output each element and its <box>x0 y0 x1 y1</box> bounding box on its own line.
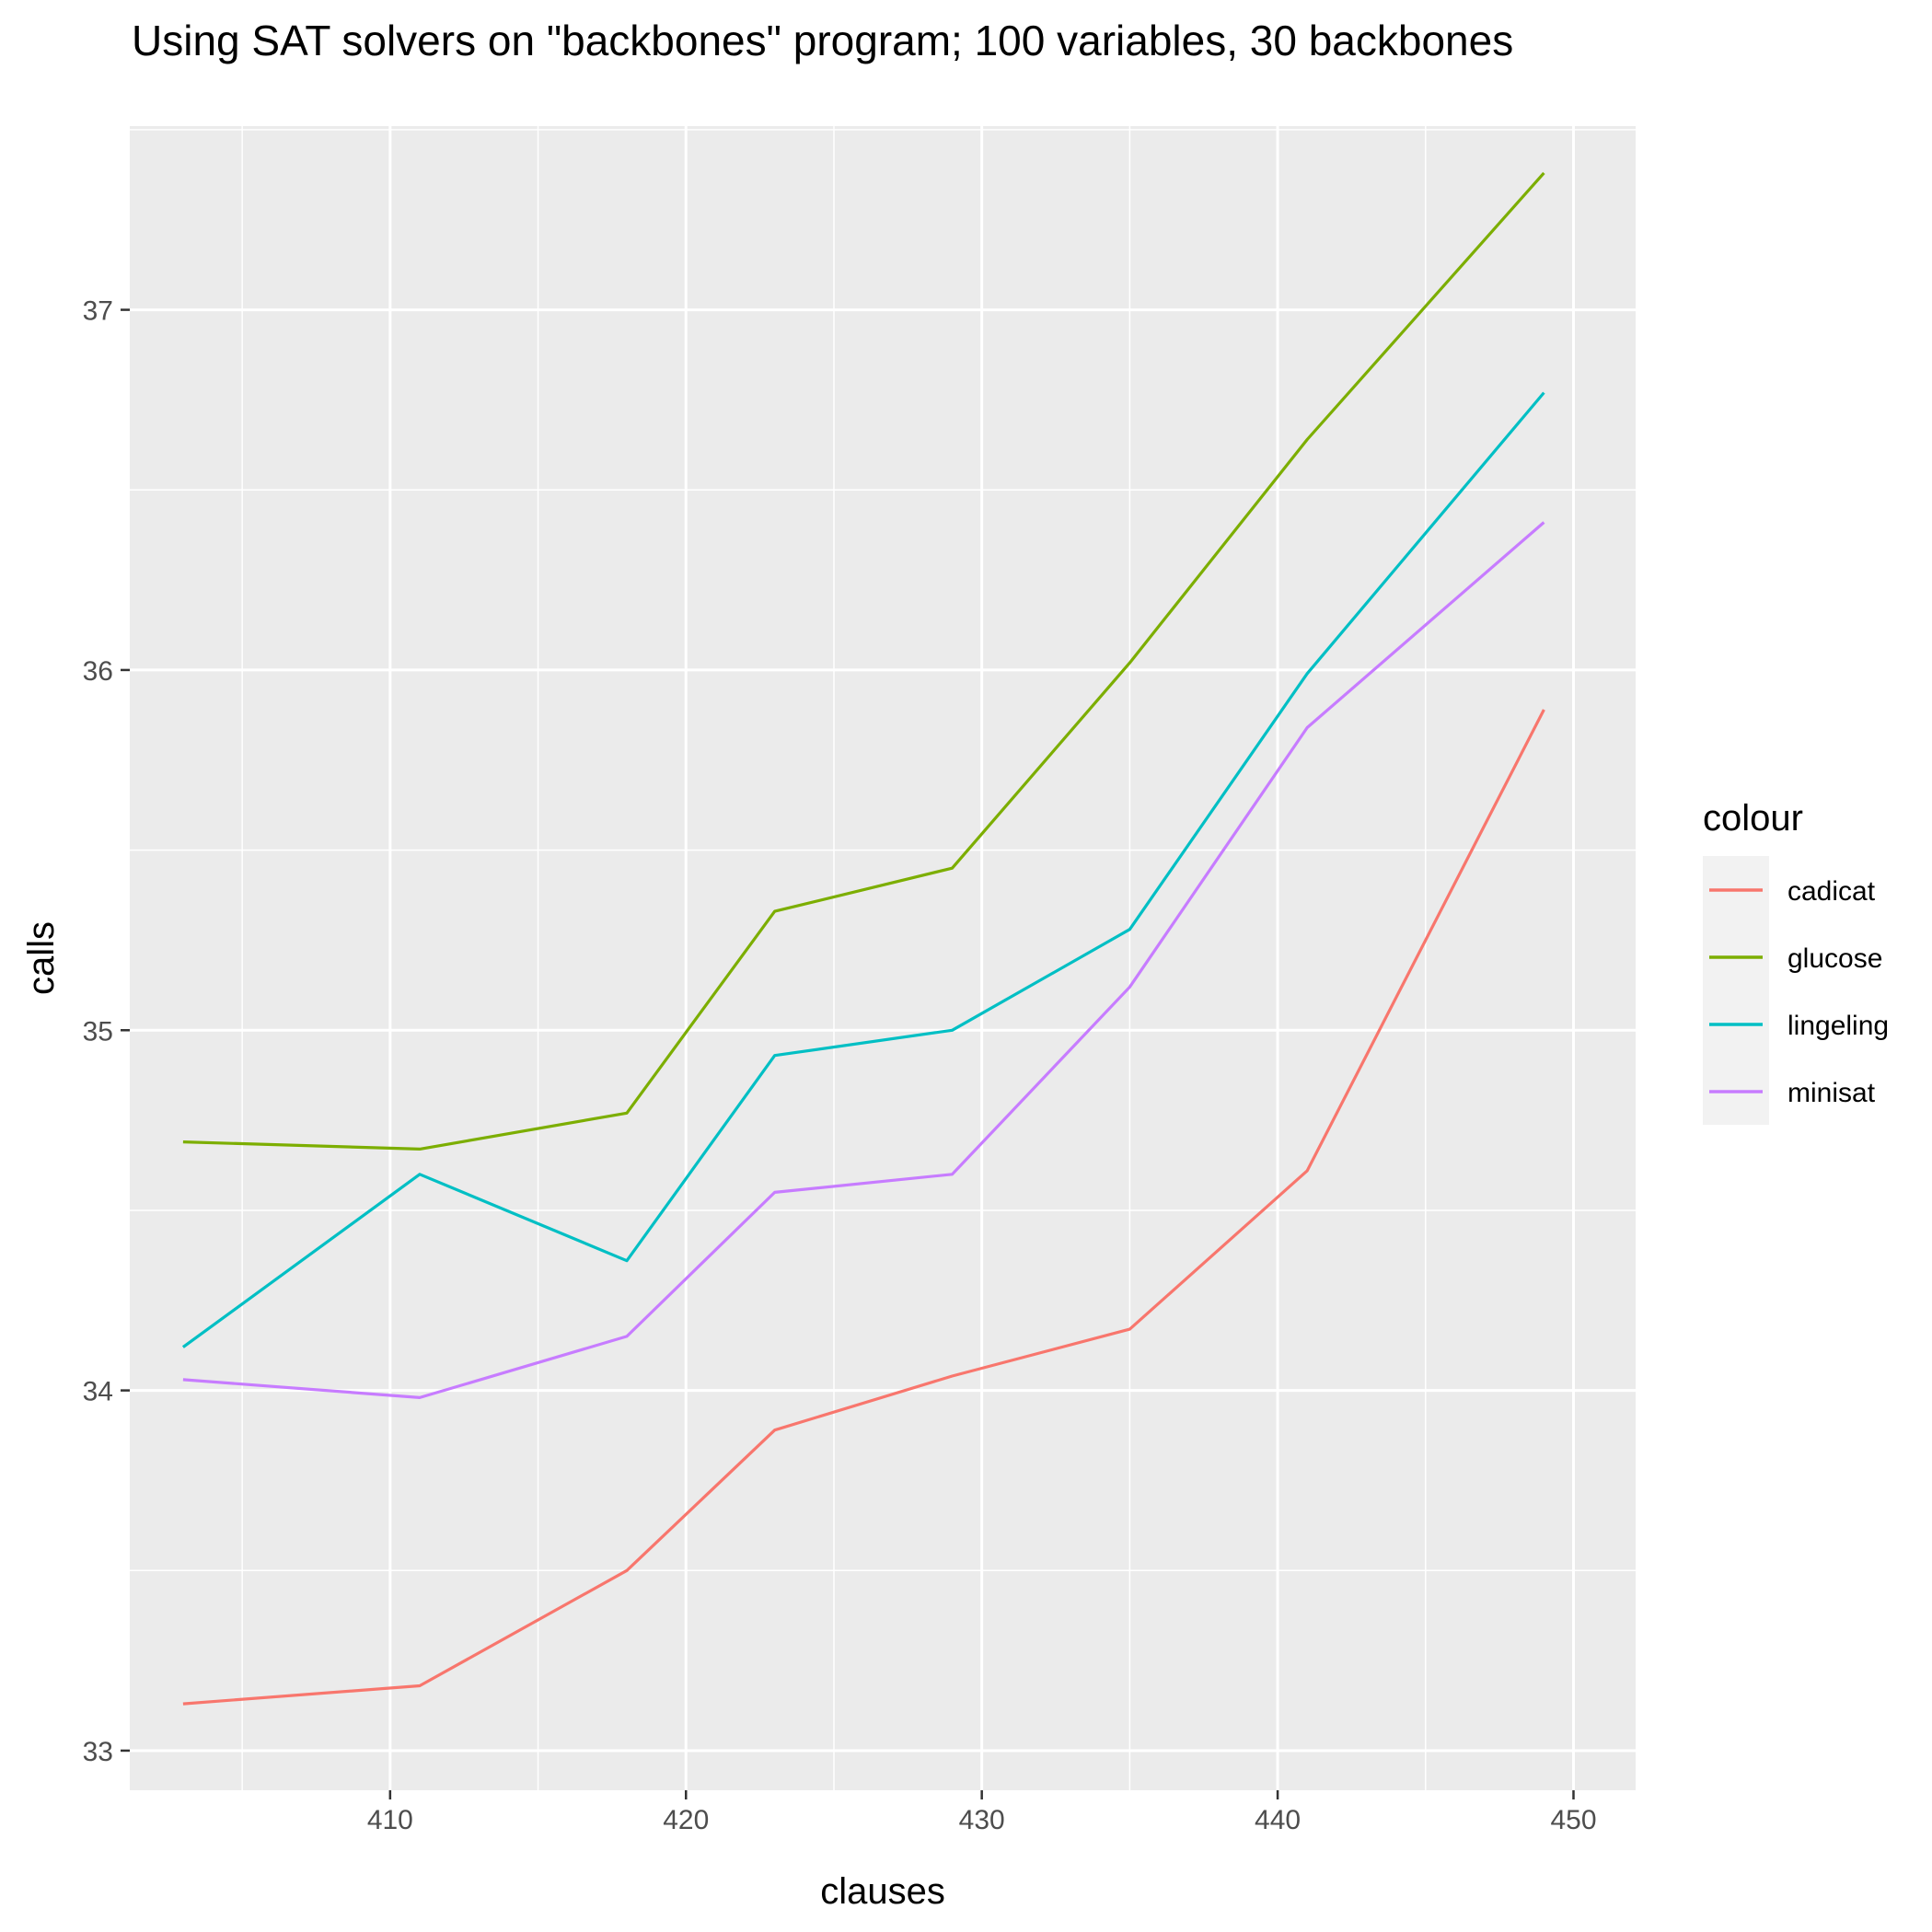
series-line-cadicat <box>182 709 1545 1706</box>
minor-gridlines <box>130 126 1636 1790</box>
legend-label-cadicat: cadicat <box>1787 876 1876 907</box>
y-tick-label: 37 <box>83 296 113 327</box>
chart-title: Using SAT solvers on "backbones" program… <box>132 17 1513 64</box>
x-axis-title: clauses <box>820 1871 945 1912</box>
series-line-minisat <box>182 521 1545 1400</box>
y-tick-label: 34 <box>83 1377 113 1407</box>
y-tick-label: 33 <box>83 1737 113 1767</box>
legend-items: cadicat glucose lingeling minisat <box>1709 876 1889 1108</box>
x-tick-label: 430 <box>959 1805 1005 1835</box>
x-axis: 410 420 430 440 450 <box>367 1790 1597 1835</box>
x-tick-label: 420 <box>663 1805 709 1835</box>
y-tick-label: 35 <box>83 1016 113 1047</box>
major-gridlines <box>130 126 1636 1790</box>
legend-key-background <box>1703 856 1769 1125</box>
y-axis-title: calls <box>21 921 62 995</box>
legend-label-lingeling: lingeling <box>1787 1011 1889 1041</box>
x-tick-label: 410 <box>367 1805 413 1835</box>
series-line-glucose <box>182 171 1545 1151</box>
x-tick-label: 450 <box>1550 1805 1596 1835</box>
legend-label-minisat: minisat <box>1787 1078 1876 1108</box>
legend: colour cadicat glucose lingeling minisat <box>1703 798 1889 1125</box>
legend-title: colour <box>1703 798 1803 839</box>
y-axis: 33 34 35 36 37 <box>83 296 130 1767</box>
plot-panel <box>130 126 1636 1790</box>
y-tick-label: 36 <box>83 656 113 687</box>
x-tick-label: 440 <box>1255 1805 1301 1835</box>
legend-label-glucose: glucose <box>1787 943 1882 974</box>
series-lines <box>181 171 1545 1706</box>
series-line-lingeling <box>181 391 1545 1348</box>
